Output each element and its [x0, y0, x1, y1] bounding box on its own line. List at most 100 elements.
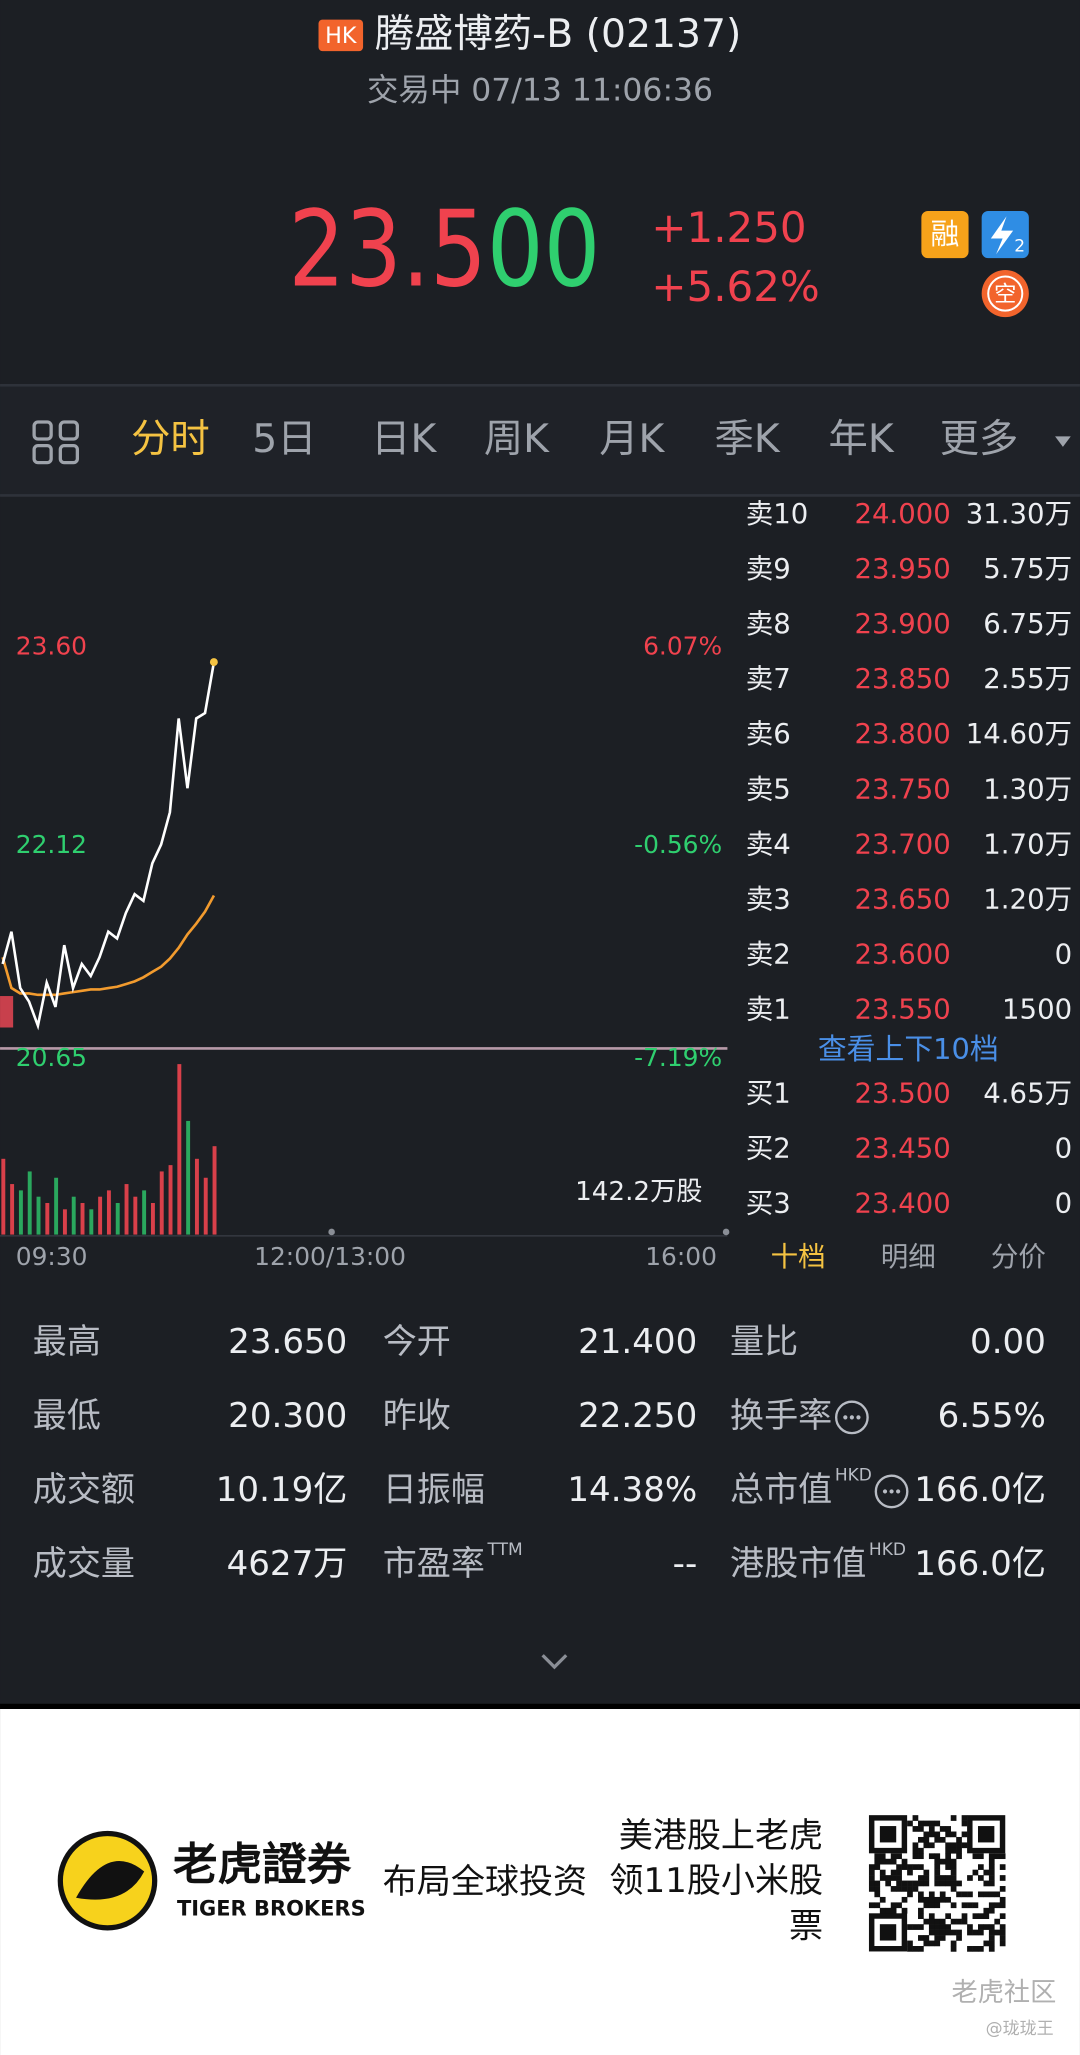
layout-icon[interactable] [32, 420, 80, 465]
info-icon[interactable] [874, 1474, 909, 1509]
book-volume: 0 [1055, 1132, 1073, 1164]
qr-cell [896, 1886, 902, 1892]
stat-value: 166.0亿 [914, 1470, 1046, 1510]
info-icon[interactable] [834, 1400, 869, 1435]
qr-cell [923, 1935, 930, 1941]
qr-cell [945, 1831, 951, 1838]
promo-line: 票 [789, 1906, 823, 1946]
qr-cell [983, 1940, 990, 1947]
tab-bar [0, 386, 1080, 496]
qr-cell [994, 1902, 1001, 1909]
stat-label-sup: HKD [835, 1466, 872, 1486]
qr-cell [907, 1864, 913, 1870]
stat-value: 0.00 [970, 1322, 1046, 1362]
qr-cell [961, 1831, 968, 1838]
book-price: 23.500 [855, 1077, 951, 1109]
qr-cell [939, 1918, 946, 1925]
qr-cell [868, 1869, 875, 1876]
qr-cell [896, 1864, 902, 1870]
qr-cell [874, 1864, 881, 1870]
qr-cell [868, 1880, 875, 1887]
qr-cell [885, 1858, 892, 1865]
qr-cell [999, 1902, 1006, 1909]
qr-cell [912, 1815, 919, 1821]
qr-cell [956, 1891, 962, 1898]
qr-cell [977, 1853, 984, 1860]
qr-cell [977, 1875, 984, 1881]
period-tab[interactable]: 周K [484, 417, 550, 462]
book-volume: 0 [1055, 938, 1073, 970]
slogan: 布局全球投资 [383, 1862, 587, 1902]
book-toggle[interactable]: 查看上下10档 [818, 1032, 999, 1066]
qr-cell [907, 1924, 913, 1930]
qr-cell [885, 1907, 892, 1914]
qr-cell [956, 1880, 962, 1887]
period-tab[interactable]: 月K [599, 417, 665, 462]
level-badge-label: 2 [1014, 236, 1025, 256]
qr-cell [874, 1886, 881, 1892]
qr-cell [999, 1886, 1006, 1892]
book-level: 卖8 [746, 608, 791, 640]
stat-value: 6.55% [938, 1396, 1046, 1436]
qr-cell [874, 1880, 881, 1887]
last-price-dot [209, 658, 218, 666]
brand-name-en: TIGER BROKERS [177, 1897, 366, 1921]
qr-cell [945, 1858, 951, 1865]
period-tab[interactable]: 更多 [940, 417, 1019, 462]
qr-cell [868, 1902, 875, 1909]
qr-cell [939, 1875, 946, 1881]
qr-cell [950, 1886, 957, 1892]
stat-value: 10.19亿 [216, 1470, 348, 1510]
qr-cell [945, 1880, 951, 1887]
qr-cell [945, 1847, 951, 1854]
stat-value: 20.300 [228, 1396, 347, 1436]
time-axis-label: 12:00/13:00 [254, 1242, 406, 1271]
qr-cell [950, 1831, 957, 1838]
pct-axis-label: 6.07% [643, 631, 722, 660]
expand-chevron[interactable] [541, 1654, 568, 1670]
qr-cell [945, 1913, 951, 1920]
qr-cell [874, 1858, 881, 1865]
book-price: 23.600 [855, 938, 951, 970]
period-tab[interactable]: 5日 [252, 417, 316, 462]
qr-cell [918, 1891, 924, 1898]
volume-bar [1, 1158, 6, 1235]
qr-cell [939, 1929, 946, 1936]
volume-bar [80, 1203, 85, 1235]
period-tab[interactable]: 年K [829, 417, 895, 462]
book-price: 23.450 [855, 1132, 951, 1164]
qr-cell [999, 1864, 1006, 1870]
stat-label: 最高 [33, 1322, 101, 1362]
qr-cell [956, 1836, 962, 1843]
qr-cell [950, 1929, 957, 1936]
qr-cell [912, 1847, 919, 1854]
qr-cell [972, 1913, 979, 1920]
volume-bar [54, 1177, 59, 1235]
stat-value: 21.400 [578, 1322, 697, 1362]
qr-cell [918, 1864, 924, 1870]
qr-cell [928, 1913, 935, 1920]
qr-cell [994, 1929, 1001, 1936]
qr-cell [950, 1864, 957, 1870]
qr-cell [885, 1880, 892, 1887]
qr-cell [994, 1918, 1001, 1925]
book-tab[interactable]: 明细 [881, 1241, 936, 1273]
qr-cell [890, 1869, 897, 1876]
qr-cell [918, 1913, 924, 1920]
qr-finder [879, 1924, 897, 1941]
info-icon-dot [843, 1415, 848, 1420]
qr-cell [901, 1907, 908, 1914]
book-tab[interactable]: 十档 [771, 1241, 826, 1273]
period-tab[interactable]: 分时 [131, 417, 210, 462]
promo-line: 美港股上老虎 [619, 1816, 823, 1856]
qr-cell [967, 1891, 973, 1898]
qr-cell [983, 1913, 990, 1920]
book-level: 卖9 [746, 553, 791, 585]
qr-cell [988, 1891, 995, 1898]
dropdown-arrow[interactable] [1055, 436, 1071, 447]
book-tab[interactable]: 分价 [991, 1241, 1046, 1273]
period-tab[interactable]: 季K [715, 417, 781, 462]
book-volume: 1.20万 [983, 883, 1072, 915]
period-tab[interactable]: 日K [371, 417, 437, 462]
